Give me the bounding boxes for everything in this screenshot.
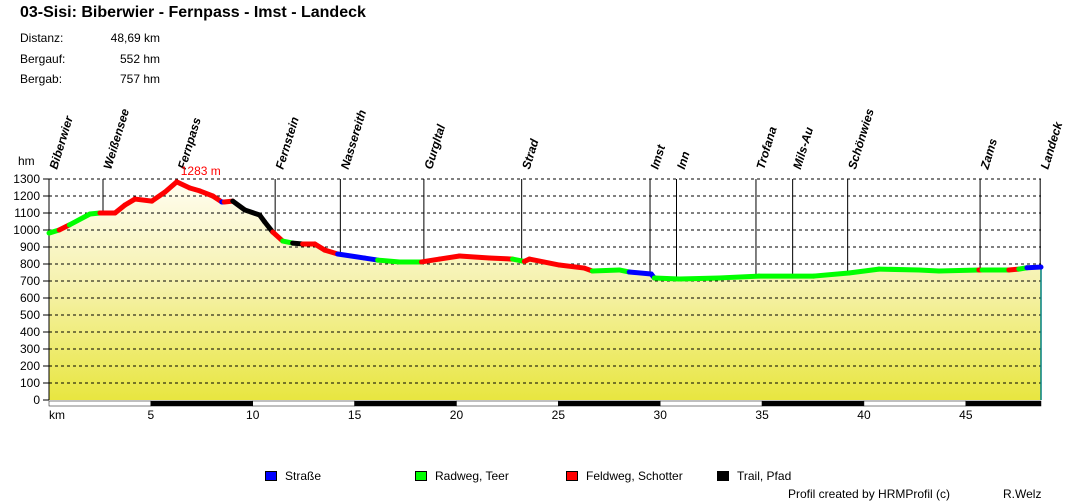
- profile-segment: [626, 269, 654, 277]
- profile-segment: [589, 267, 622, 274]
- waypoint-label: Fernstein: [273, 115, 302, 171]
- profile-segment: [876, 266, 922, 273]
- x-axis-scale-bar: [761, 400, 865, 407]
- profile-segment: [437, 253, 463, 262]
- x-axis-scale-bar: [48, 400, 152, 407]
- x-axis-scale-bar: [456, 400, 559, 407]
- profile-segment: [418, 256, 443, 265]
- profile-segment: [526, 256, 562, 268]
- profile-segment: [846, 266, 882, 276]
- y-tick-label: 800: [20, 257, 40, 271]
- chart-title: 03-Sisi: Biberwier - Fernpass - Imst - L…: [20, 4, 366, 21]
- legend-swatch: [566, 471, 578, 481]
- x-tick-label: 20: [450, 408, 464, 422]
- profile-segment: [149, 189, 168, 204]
- y-tick-label: 500: [20, 308, 40, 322]
- x-axis-scale-bar: [354, 400, 457, 407]
- y-tick-label: 1200: [13, 189, 40, 203]
- profile-segment: [335, 251, 368, 261]
- profile-segment: [676, 275, 722, 282]
- stat-distance: Distanz: 48,69 km: [20, 31, 160, 45]
- profile-segment: [1024, 264, 1044, 271]
- y-tick-label: 1000: [13, 223, 40, 237]
- legend-item-trail: Trail, Pfad: [717, 469, 791, 483]
- waypoint-label: Biberwier: [46, 113, 76, 171]
- y-tick-label: 900: [20, 240, 40, 254]
- x-tick-label: 35: [755, 408, 769, 422]
- profile-segment: [242, 207, 263, 218]
- waypoint-label: Fernpass: [175, 115, 204, 170]
- profile-segment: [375, 257, 403, 265]
- profile-segment: [811, 270, 852, 279]
- legend-swatch: [415, 471, 427, 481]
- waypoint-label: Zams: [977, 136, 1000, 171]
- y-tick-label: 700: [20, 274, 40, 288]
- waypoint-label: Imst: [648, 142, 669, 171]
- legend-item-radweg: Radweg, Teer: [415, 469, 509, 483]
- profile-area: [49, 181, 1041, 400]
- legend-swatch: [717, 471, 729, 481]
- x-tick-label: 5: [148, 408, 155, 422]
- profile-segment: [651, 275, 682, 282]
- waypoint-label: Mils-Au: [790, 125, 816, 171]
- waypoint-label: Strad: [519, 137, 542, 171]
- stat-ascent: Bergauf: 552 hm: [20, 52, 160, 66]
- waypoint-label: Weißensee: [100, 107, 132, 171]
- waypoint-label: Schönwies: [845, 107, 877, 171]
- peak-label: 1283 m: [181, 164, 221, 178]
- legend-item-feldweg: Feldweg, Schotter: [566, 469, 683, 483]
- profile-segment: [716, 273, 762, 281]
- profile-segment: [457, 253, 492, 261]
- legend-item-strasse: Straße: [265, 469, 321, 483]
- stat-descent: Bergab: 757 hm: [20, 72, 160, 86]
- y-tick-label: 0: [33, 393, 40, 407]
- x-tick-label: 30: [654, 408, 668, 422]
- waypoint-label: Landeck: [1038, 119, 1066, 171]
- x-axis-scale-bar: [965, 400, 1042, 407]
- y-axis-label: hm: [18, 154, 35, 168]
- profile-segment: [162, 179, 180, 195]
- y-tick-label: 100: [20, 376, 40, 390]
- x-axis-scale-bar: [558, 400, 661, 407]
- x-tick-label: 15: [348, 408, 362, 422]
- x-tick-label: 25: [552, 408, 566, 422]
- profile-segment: [936, 267, 982, 274]
- x-axis-scale-bar: [659, 400, 763, 407]
- y-tick-label: 300: [20, 342, 40, 356]
- y-tick-label: 1300: [13, 172, 40, 186]
- y-tick-label: 600: [20, 291, 40, 305]
- profile-segment: [916, 267, 942, 274]
- x-axis-label: km: [49, 408, 65, 422]
- waypoint-label: Inn: [674, 150, 693, 171]
- author-text: R.Welz: [1003, 487, 1042, 501]
- y-tick-label: 200: [20, 359, 40, 373]
- x-axis-scale-bar: [863, 400, 967, 407]
- y-tick-label: 400: [20, 325, 40, 339]
- profile-segment: [66, 211, 93, 228]
- x-tick-label: 45: [959, 408, 973, 422]
- x-tick-label: 40: [857, 408, 871, 422]
- profile-segment: [556, 262, 587, 271]
- legend-swatch: [265, 471, 277, 481]
- y-tick-label: 1100: [14, 206, 40, 220]
- waypoint-label: Gurgltal: [421, 122, 448, 171]
- x-tick-label: 10: [246, 408, 260, 422]
- waypoint-label: Trofana: [753, 125, 779, 171]
- x-axis-scale-bar: [252, 400, 355, 407]
- profile-segment: [486, 255, 516, 262]
- x-axis-scale-bar: [150, 400, 253, 407]
- waypoint-label: Nassereith: [338, 108, 369, 171]
- profile-segment: [132, 196, 155, 204]
- credit-text: Profil created by HRMProfil (c): [788, 487, 951, 501]
